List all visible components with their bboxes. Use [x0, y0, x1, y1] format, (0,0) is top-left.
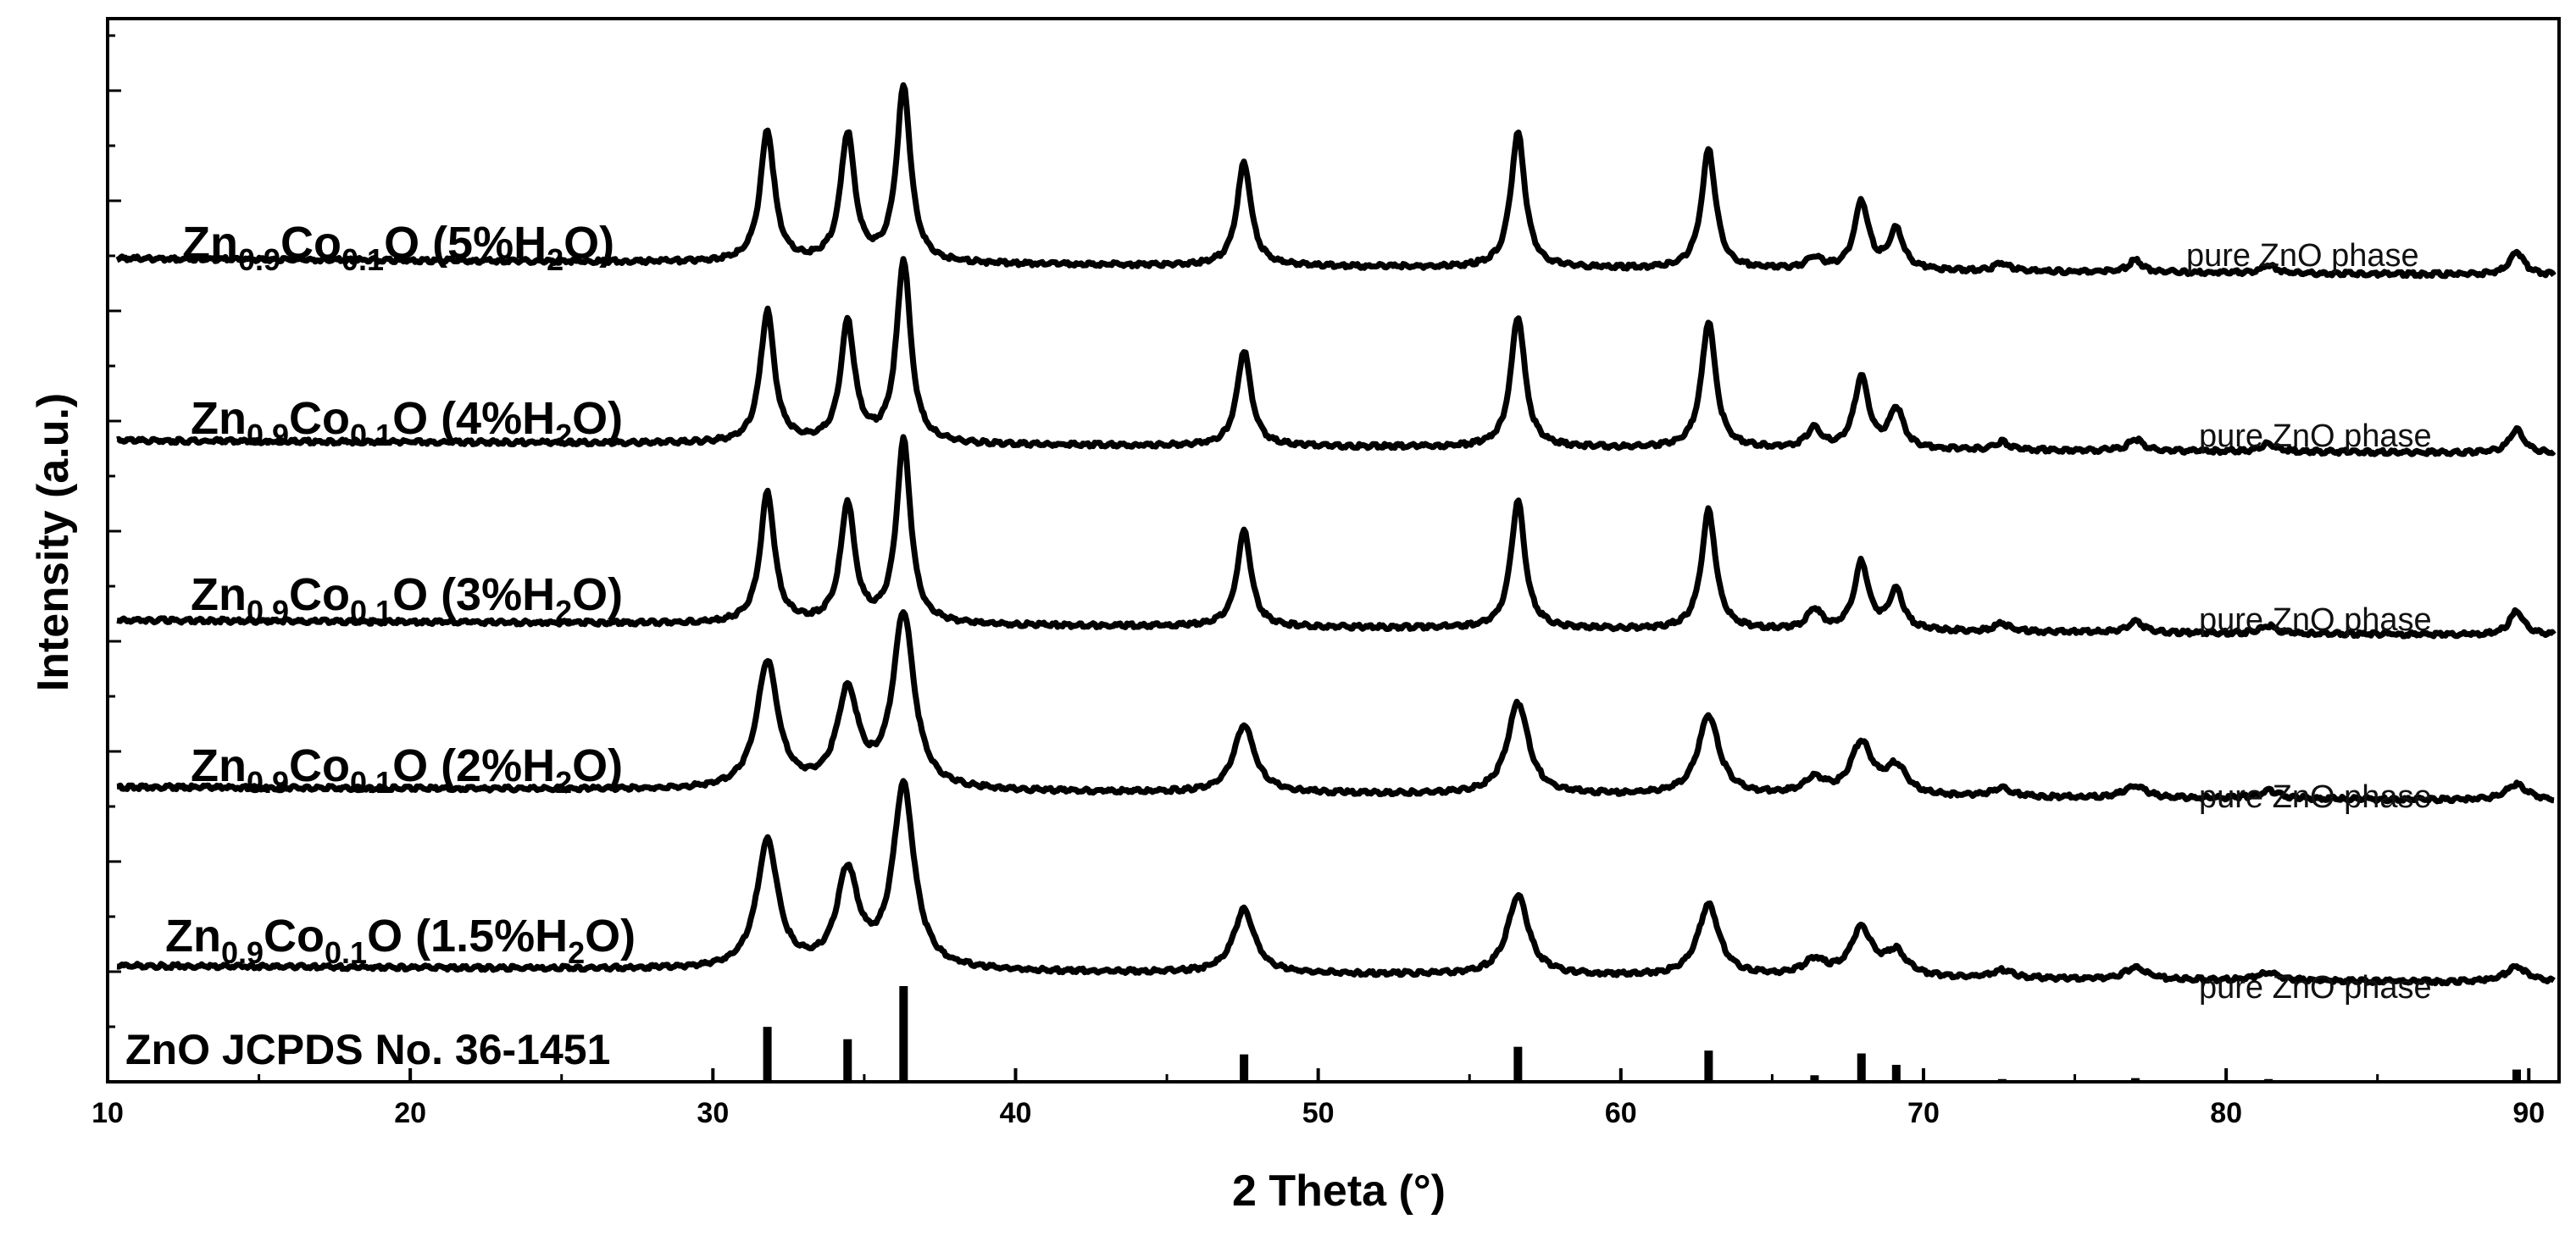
series-label-part: Zn [182, 218, 238, 269]
reference-stick [1513, 1046, 1523, 1081]
series-label-part: 2 [547, 242, 564, 277]
reference-label: ZnO JCPDS No. 36-1451 [125, 1026, 610, 1073]
series-3-phase-label: pure ZnO phase [2199, 602, 2432, 638]
series-4-line [115, 609, 2556, 805]
series-label-part: 0.1 [350, 594, 392, 629]
series-label-part: 0.1 [341, 242, 384, 277]
reference-stick [1704, 1050, 1713, 1081]
axis-ticks: 10 20 30 40 50 60 70 80 90 [92, 34, 2545, 1129]
series-2-phase-label: pure ZnO phase [2199, 418, 2432, 454]
series-label-part: Zn [191, 569, 247, 620]
series-5-phase-label: pure ZnO phase [2199, 970, 2432, 1006]
series-label-part: 0.9 [247, 594, 289, 629]
reference-stick [1240, 1054, 1249, 1081]
x-tick-label: 80 [2210, 1097, 2242, 1129]
series-group [115, 82, 2557, 987]
x-axis-title: 2 Theta (°) [1232, 1167, 1446, 1216]
series-label-part: 0.1 [350, 418, 392, 452]
series-label-part: O (4%H [392, 393, 555, 444]
series-label-part: 0.9 [238, 242, 280, 277]
reference-pattern: ZnO JCPDS No. 36-1451 [125, 986, 2521, 1081]
series-3-line [115, 434, 2557, 640]
series-label-part: 0.9 [247, 418, 289, 452]
reference-stick [843, 1039, 852, 1081]
series-label-part: Zn [191, 393, 247, 444]
reference-stick [1810, 1075, 1819, 1081]
series-label-part: 0.9 [221, 935, 264, 970]
x-tick-label: 20 [394, 1097, 426, 1129]
x-tick-label: 40 [1000, 1097, 1032, 1129]
series-5-label: Zn0.9Co0.1O (1.5%H2O) [165, 911, 636, 970]
series-label-part: 2 [555, 765, 572, 800]
series-label-part: Co [289, 740, 350, 791]
series-1-label: Zn0.9Co0.1O (5%H2O) [182, 218, 614, 277]
reference-stick [1891, 1064, 1901, 1081]
series-label-part: Co [280, 218, 341, 269]
series-label-part: Co [289, 569, 350, 620]
series-2-label: Zn0.9Co0.1O (4%H2O) [191, 393, 623, 452]
x-tick-label: 60 [1605, 1097, 1637, 1129]
reference-stick [2130, 1078, 2140, 1081]
series-label-part: Co [264, 911, 325, 962]
series-label-part: O (1.5%H [367, 911, 568, 962]
series-label-part: O) [572, 740, 623, 791]
series-label-part: O) [572, 569, 623, 620]
x-tick-label: 30 [697, 1097, 729, 1129]
series-1-line [115, 82, 2557, 280]
series-label-part: O) [564, 218, 614, 269]
series-3-label: Zn0.9Co0.1O (3%H2O) [191, 569, 623, 629]
x-tick-label: 90 [2512, 1097, 2545, 1129]
series-5-line [115, 778, 2556, 987]
series-label-part: O) [572, 393, 623, 444]
reference-stick [2512, 1069, 2521, 1081]
series-label-part: O (2%H [392, 740, 555, 791]
series-label-part: 2 [555, 594, 572, 629]
plot-border [106, 17, 2561, 1084]
series-label-part: 0.1 [325, 935, 367, 970]
series-label-part: 2 [555, 418, 572, 452]
series-label-part: O (5%H [384, 218, 547, 269]
series-label-part: O (3%H [392, 569, 555, 620]
series-label-part: 0.1 [350, 765, 392, 800]
reference-stick [763, 1027, 772, 1081]
x-tick-label: 50 [1302, 1097, 1335, 1129]
series-label-part: Zn [165, 911, 221, 962]
series-4-label: Zn0.9Co0.1O (2%H2O) [191, 740, 623, 800]
reference-stick [899, 986, 908, 1081]
plot-frame [106, 17, 2561, 1084]
series-1-phase-label: pure ZnO phase [2186, 238, 2419, 274]
x-tick-label: 70 [1907, 1097, 1940, 1129]
series-2-line [115, 256, 2557, 457]
series-label-part: 0.9 [247, 765, 289, 800]
y-axis-title: Intensity (a.u.) [29, 393, 78, 691]
series-label-part: Co [289, 393, 350, 444]
x-tick-label: 10 [92, 1097, 124, 1129]
reference-stick [1997, 1078, 2007, 1081]
series-label-part: Zn [191, 740, 247, 791]
reference-stick [1857, 1053, 1866, 1081]
reference-stick [2264, 1078, 2273, 1081]
series-label-part: 2 [568, 935, 585, 970]
series-4-phase-label: pure ZnO phase [2199, 779, 2432, 815]
series-label-part: O) [585, 911, 636, 962]
series-labels: Zn0.9Co0.1O (5%H2O) pure ZnO phaseZn0.9Co… [165, 218, 2432, 1006]
